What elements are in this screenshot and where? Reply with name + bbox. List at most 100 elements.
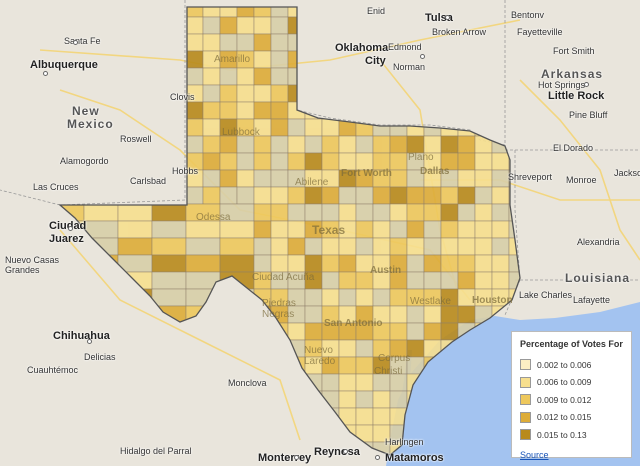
county-polygon[interactable]: [219, 169, 238, 188]
county-polygon[interactable]: [117, 407, 136, 426]
county-polygon[interactable]: [406, 203, 425, 222]
county-polygon[interactable]: [338, 288, 357, 307]
county-polygon[interactable]: [338, 339, 357, 358]
county-polygon[interactable]: [491, 67, 510, 86]
county-polygon[interactable]: [304, 33, 323, 52]
county-polygon[interactable]: [117, 67, 136, 86]
county-polygon[interactable]: [355, 390, 374, 409]
county-polygon[interactable]: [389, 237, 408, 256]
county-polygon[interactable]: [219, 254, 255, 273]
county-polygon[interactable]: [322, 459, 339, 466]
county-polygon[interactable]: [457, 305, 476, 324]
county-polygon[interactable]: [304, 84, 323, 103]
county-polygon[interactable]: [185, 220, 221, 239]
county-polygon[interactable]: [304, 288, 323, 307]
county-polygon[interactable]: [440, 135, 459, 154]
county-polygon[interactable]: [287, 135, 306, 154]
county-polygon[interactable]: [185, 373, 204, 392]
county-polygon[interactable]: [100, 390, 119, 409]
county-polygon[interactable]: [253, 16, 272, 35]
county-polygon[interactable]: [100, 135, 119, 154]
county-polygon[interactable]: [287, 237, 306, 256]
county-polygon[interactable]: [270, 169, 289, 188]
source-link[interactable]: Source: [520, 449, 549, 460]
county-polygon[interactable]: [526, 272, 543, 289]
county-polygon[interactable]: [338, 135, 357, 154]
county-polygon[interactable]: [50, 101, 68, 120]
county-polygon[interactable]: [202, 118, 221, 137]
county-polygon[interactable]: [135, 459, 152, 466]
county-polygon[interactable]: [100, 33, 119, 52]
county-polygon[interactable]: [168, 118, 187, 137]
county-polygon[interactable]: [423, 50, 442, 69]
county-polygon[interactable]: [50, 288, 85, 307]
county-polygon[interactable]: [151, 84, 170, 103]
county-polygon[interactable]: [304, 322, 323, 341]
county-polygon[interactable]: [270, 390, 289, 409]
county-polygon[interactable]: [219, 33, 238, 52]
county-polygon[interactable]: [185, 305, 221, 324]
county-polygon[interactable]: [457, 254, 476, 273]
county-polygon[interactable]: [202, 101, 221, 120]
county-polygon[interactable]: [253, 407, 272, 426]
county-polygon[interactable]: [423, 322, 442, 341]
county-polygon[interactable]: [253, 101, 272, 120]
county-polygon[interactable]: [457, 67, 476, 86]
county-polygon[interactable]: [50, 441, 68, 459]
county-polygon[interactable]: [134, 101, 153, 120]
county-polygon[interactable]: [440, 254, 459, 273]
county-polygon[interactable]: [270, 33, 289, 52]
county-polygon[interactable]: [253, 339, 272, 358]
county-polygon[interactable]: [389, 16, 408, 35]
county-polygon[interactable]: [253, 50, 272, 69]
county-polygon[interactable]: [406, 237, 425, 256]
county-polygon[interactable]: [219, 16, 238, 35]
county-polygon[interactable]: [253, 390, 272, 409]
county-polygon[interactable]: [474, 254, 493, 273]
county-polygon[interactable]: [83, 0, 102, 18]
county-polygon[interactable]: [50, 271, 85, 290]
county-polygon[interactable]: [338, 424, 357, 443]
county-polygon[interactable]: [372, 220, 391, 239]
county-polygon[interactable]: [304, 0, 323, 18]
county-polygon[interactable]: [287, 220, 306, 239]
county-polygon[interactable]: [474, 203, 493, 222]
county-polygon[interactable]: [50, 16, 68, 35]
county-polygon[interactable]: [100, 186, 119, 205]
county-polygon[interactable]: [423, 135, 442, 154]
county-polygon[interactable]: [117, 33, 136, 52]
county-polygon[interactable]: [338, 16, 357, 35]
county-polygon[interactable]: [83, 390, 102, 409]
county-polygon[interactable]: [117, 288, 153, 307]
county-polygon[interactable]: [185, 322, 221, 341]
county-polygon[interactable]: [236, 390, 255, 409]
county-polygon[interactable]: [202, 0, 221, 18]
county-polygon[interactable]: [372, 16, 391, 35]
county-polygon[interactable]: [270, 339, 289, 358]
county-polygon[interactable]: [406, 305, 425, 324]
county-polygon[interactable]: [219, 67, 238, 86]
county-polygon[interactable]: [304, 152, 323, 171]
county-polygon[interactable]: [50, 390, 68, 409]
county-polygon[interactable]: [151, 390, 170, 409]
county-polygon[interactable]: [219, 84, 238, 103]
county-polygon[interactable]: [355, 118, 374, 137]
county-polygon[interactable]: [185, 288, 221, 307]
county-polygon[interactable]: [134, 152, 153, 171]
county-polygon[interactable]: [474, 152, 493, 171]
county-polygon[interactable]: [355, 186, 374, 205]
county-polygon[interactable]: [287, 152, 306, 171]
county-polygon[interactable]: [287, 356, 306, 375]
county-polygon[interactable]: [100, 16, 119, 35]
county-polygon[interactable]: [202, 169, 221, 188]
county-polygon[interactable]: [321, 67, 340, 86]
county-polygon[interactable]: [253, 152, 272, 171]
county-polygon[interactable]: [270, 101, 289, 120]
county-polygon[interactable]: [253, 33, 272, 52]
county-polygon[interactable]: [270, 84, 289, 103]
county-polygon[interactable]: [50, 305, 85, 324]
county-polygon[interactable]: [185, 390, 204, 409]
county-polygon[interactable]: [338, 0, 357, 18]
county-polygon[interactable]: [253, 135, 272, 154]
county-polygon[interactable]: [406, 322, 425, 341]
